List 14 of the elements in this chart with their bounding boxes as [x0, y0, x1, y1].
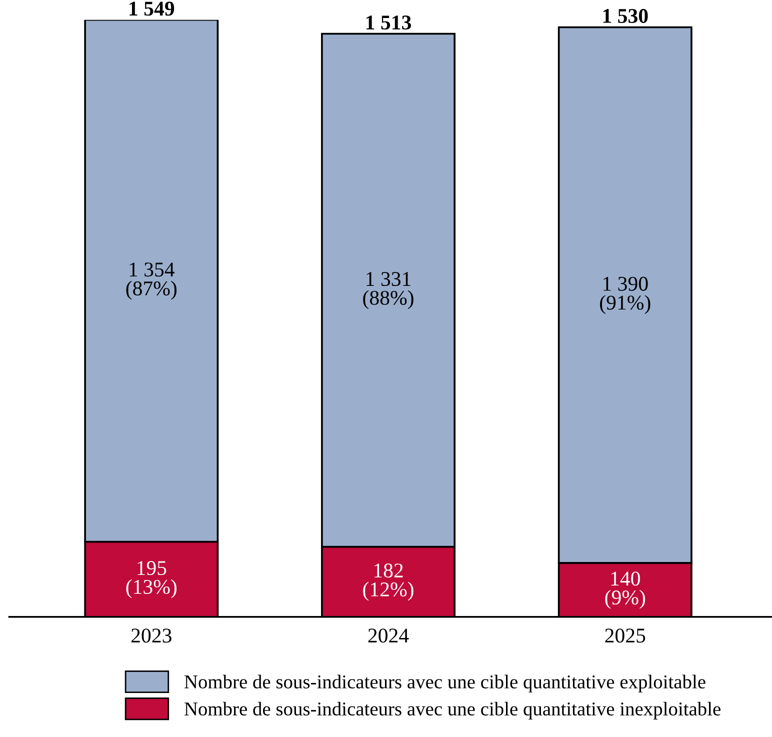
x-tick-label: 2025 [605, 628, 646, 643]
legend-label: Nombre de sous-indicateurs avec une cible quantitative inexploitable [184, 702, 720, 720]
data-label: 140 (9%) [605, 572, 646, 609]
legend-label: Nombre de sous-indicateurs avec une cible quantitative exploitable [184, 674, 706, 692]
data-label: 182 (12%) [363, 564, 414, 601]
data-label: 1 390 (91%) [600, 276, 650, 314]
total-label: 1 530 [603, 8, 648, 23]
total-label: 1 513 [366, 16, 411, 30]
x-tick-label: 2024 [368, 628, 409, 643]
total-label: 1 549 [130, 2, 174, 16]
data-label: 1 354 (87%) [126, 262, 177, 300]
data-label: 195 (13%) [126, 561, 177, 598]
x-tick-label: 2023 [131, 628, 172, 643]
data-label: 1 331 (88%) [363, 272, 414, 310]
